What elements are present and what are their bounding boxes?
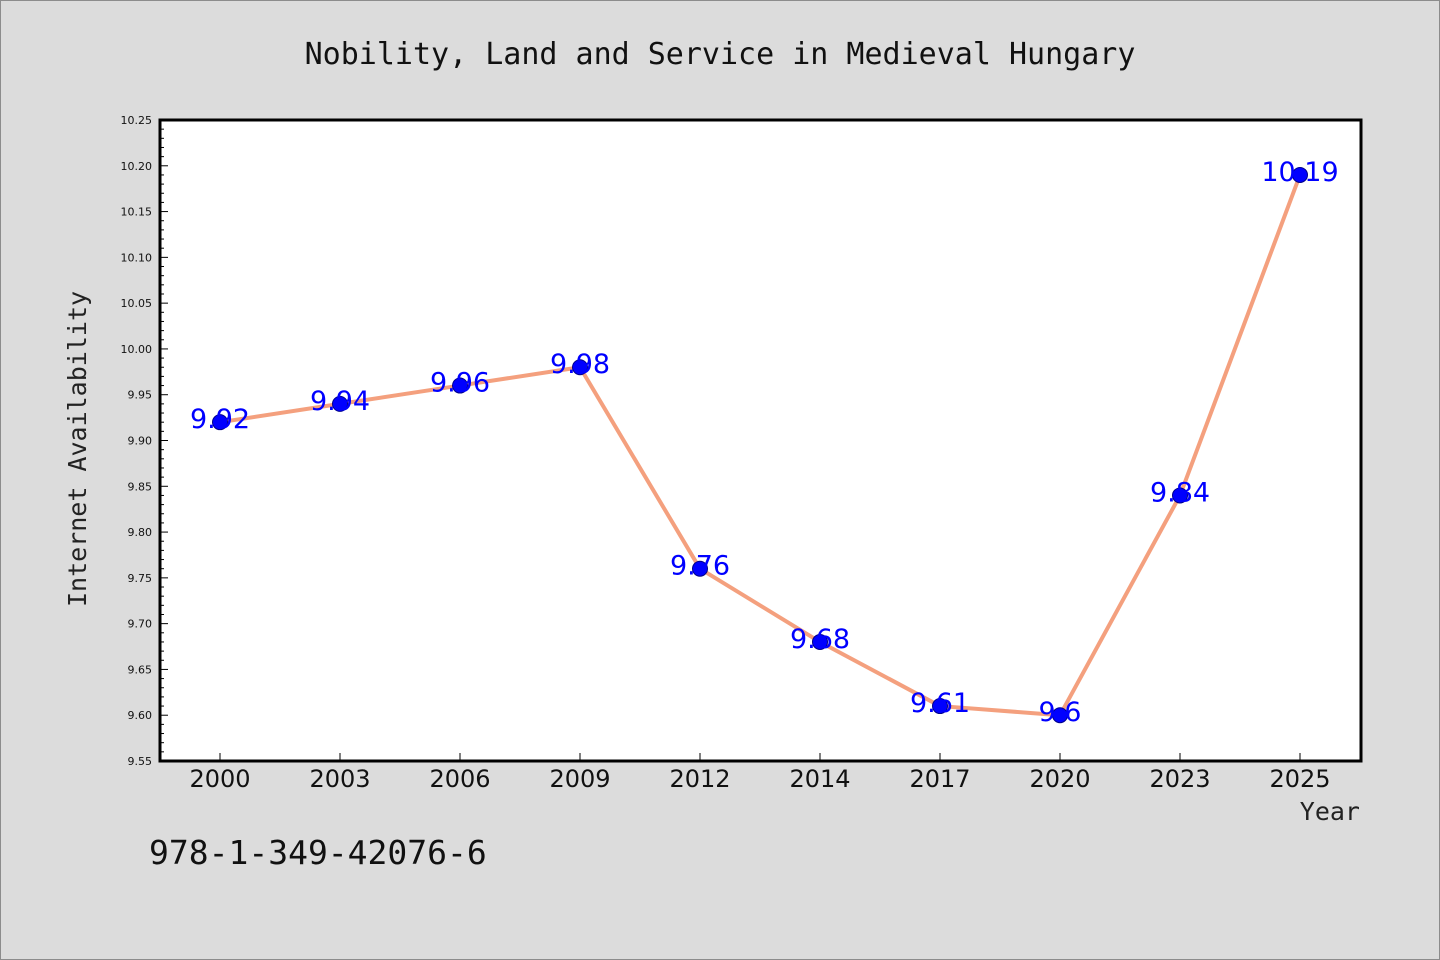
data-point <box>332 395 348 412</box>
x-tick-label: 2023 <box>1149 765 1210 793</box>
markers-group <box>212 166 1308 724</box>
isbn-text: 978-1-349-42076-6 <box>149 833 487 872</box>
y-tick-label: 9.75 <box>128 572 153 585</box>
x-tick-label: 2025 <box>1269 765 1330 793</box>
x-tick-label: 2006 <box>429 765 490 793</box>
y-tick-label: 9.70 <box>128 618 153 631</box>
y-axis: 9.55 9.60 9.65 9.70 9.75 9.80 9.85 9.90 9.95 10.0… <box>121 114 168 768</box>
data-point <box>572 359 588 376</box>
data-label: 9.68 <box>790 624 850 655</box>
y-tick-label: 10.25 <box>121 114 153 127</box>
data-label: 9.98 <box>550 349 610 380</box>
data-point <box>692 560 708 577</box>
y-tick-label: 9.85 <box>128 480 153 493</box>
y-tick-label: 9.80 <box>128 526 153 539</box>
data-point <box>1172 487 1188 504</box>
x-tick-label: 2000 <box>189 765 250 793</box>
data-point <box>812 633 828 650</box>
data-point <box>212 414 228 431</box>
data-label: 9.6 <box>1039 697 1082 728</box>
x-axis: 2000 2003 2006 2009 2012 2014 2017 2020 2023 2025 <box>189 753 1331 793</box>
series-line-group <box>219 174 1302 718</box>
x-tick-label: 2017 <box>909 765 970 793</box>
x-axis-label: Year <box>1300 797 1360 826</box>
x-tick-label: 2014 <box>789 765 850 793</box>
data-label: 10.19 <box>1261 157 1338 188</box>
chart-title: Nobility, Land and Service in Medieval H… <box>305 37 1136 72</box>
y-tick-label: 10.00 <box>121 343 153 356</box>
y-tick-label: 9.65 <box>128 663 153 676</box>
data-label: 9.94 <box>310 386 370 417</box>
y-tick-label: 10.10 <box>121 251 153 264</box>
y-tick-label: 9.60 <box>128 709 153 722</box>
data-point <box>1292 166 1308 183</box>
data-labels-group: 9.92 9.94 9.96 9.98 9.76 9.68 9.61 9.6 9.84 10.19 <box>190 157 1339 728</box>
y-tick-label: 9.95 <box>128 389 153 402</box>
data-label: 9.96 <box>430 368 490 399</box>
plot-area <box>158 118 1363 763</box>
y-tick-label: 10.20 <box>121 160 153 173</box>
x-tick-label: 2020 <box>1029 765 1090 793</box>
data-label: 9.76 <box>670 551 730 582</box>
data-label: 9.61 <box>910 688 970 719</box>
y-tick-label: 10.15 <box>121 206 153 219</box>
series-line <box>219 174 1302 718</box>
data-point <box>932 698 948 715</box>
data-label: 9.84 <box>1150 477 1210 508</box>
x-tick-label: 2009 <box>549 765 610 793</box>
y-tick-label: 10.05 <box>121 297 153 310</box>
x-tick-label: 2012 <box>669 765 730 793</box>
data-label: 9.92 <box>190 404 250 435</box>
data-point <box>452 377 468 394</box>
data-point <box>1052 707 1068 724</box>
y-axis-label: Internet Availability <box>63 291 92 607</box>
y-tick-label: 9.90 <box>128 435 153 448</box>
y-tick-label: 9.55 <box>128 755 153 768</box>
x-tick-label: 2003 <box>309 765 370 793</box>
